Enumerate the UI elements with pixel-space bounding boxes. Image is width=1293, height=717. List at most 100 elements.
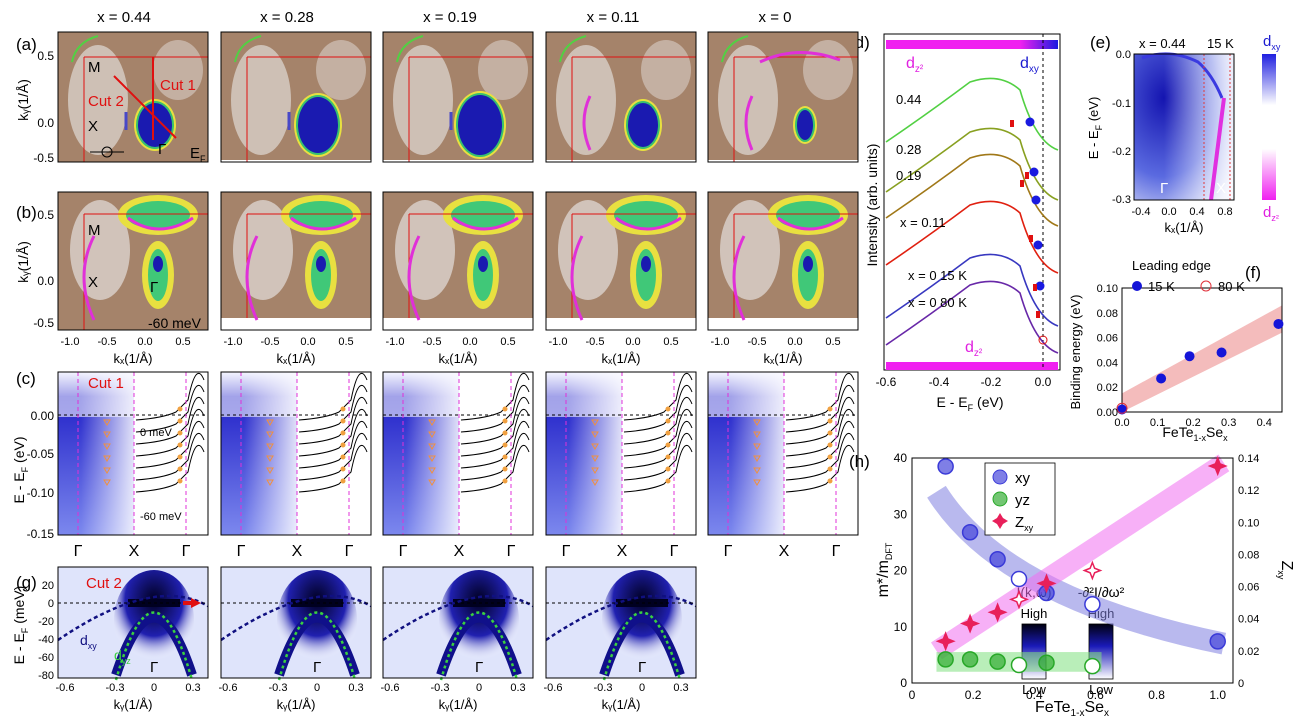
fs-map-frame [707,31,859,163]
edc-peak-marker [177,466,183,472]
cut2-ylabel: E - EF (meV) [11,586,30,665]
kx-tick: 0.0 [625,336,640,348]
edc-curve [298,384,368,433]
edc-peak-marker [340,430,346,436]
edc-bottom-label: -60 meV [140,511,182,523]
h-legend-xy: xy [1015,470,1031,487]
f-point-15K [1216,347,1227,358]
ce-green-mid [636,249,656,301]
h-yz-point [937,651,954,668]
cut1-xtick: Γ [237,543,246,560]
f-ytick: 0.08 [1097,308,1118,320]
M-label-b: M [88,222,101,239]
dispersion-marker [266,431,274,438]
h-xy-point [1209,633,1226,650]
f-xtick: 0.4 [1257,417,1272,429]
edc-peak-marker [340,418,346,424]
kx-label: kₓ(1/Å) [602,351,641,366]
kx-tick: 0.0 [462,336,477,348]
edc-peak-marker [502,406,508,412]
dispersion-marker [266,419,274,426]
h-xy-point [1010,570,1028,588]
fs-map-frame [382,31,534,163]
edc-curve [785,408,855,457]
d-bottom-bar [886,362,1058,370]
ky-tick: 0.5 [37,49,54,63]
panel-label-h: (h) [849,452,870,471]
f-ytick: 0.00 [1097,407,1118,419]
cut1-frame [545,371,697,536]
ce-magenta-arc-top [127,216,194,231]
cut2-xlabel: kᵧ(1/Å) [439,697,478,712]
d-xlabel: E - EF (eV) [937,394,1004,413]
edc-curve [785,444,855,493]
h-xtick: 0.8 [1148,688,1165,702]
edc-curve [460,408,530,457]
e-ylabel: E - EF (eV) [1086,97,1104,160]
edc-curve [298,444,368,493]
edc-label: x = 0 80 K [908,295,967,310]
e-ytick-4: -0.3 [1112,194,1131,206]
panel-f: Leading edge 15 K 80 K 0.00 0.02 0.04 0.06 0.08… [1068,258,1284,443]
kx-tick: -1.0 [711,336,730,348]
cut1-frame [57,371,209,536]
cut2-gamma: Γ [150,659,158,676]
fs-map-light-region [641,40,691,100]
h-legend-yz: yz [1015,492,1030,509]
cut2-ytick: -20 [38,616,54,628]
cut2-gamma: Γ [313,659,321,676]
edc-peak-marker [665,466,671,472]
fs-green-arc [234,35,262,63]
f-legend-15K: 15 K [1148,279,1175,294]
h-y2tick: 0.02 [1238,646,1259,658]
h-ytick: 30 [894,507,908,521]
fs-map-light-region [153,40,203,100]
h-xtick: 1.0 [1209,688,1226,702]
dispersion-marker [428,479,436,486]
edc-marker [1036,311,1040,318]
fs-magenta-arc [744,95,754,151]
cut2-xtick: 0.3 [185,682,200,694]
cut2-dxy-label: dxy [80,632,97,651]
cut2-xtick: 0 [476,682,482,694]
h-Z-point [960,613,981,634]
dispersion-marker [266,443,274,450]
ce-map-3: -1.0 -0.5 0.0 0.5 kₓ(1/Å) [382,191,534,366]
ky-tick: -0.5 [33,151,54,165]
edc-peak-marker [177,406,183,412]
kx-tick: -0.5 [586,336,605,348]
h-Z-point [1008,589,1030,610]
cut2-arrow [183,598,201,608]
fs-pocket-core [138,103,172,147]
h-yz-point [1084,657,1101,675]
f-band [1122,305,1282,412]
h-Z-point [1082,560,1103,581]
cut1-frame [382,371,534,536]
cut1-xtick: X [454,543,465,560]
cut1-xtick: X [292,543,303,560]
cut2-xtick: -0.3 [431,682,450,694]
edc-peak-marker [502,478,508,484]
cut2-panel-3: Γ -0.6 -0.3 0 0.3 kᵧ(1/Å) [381,566,534,712]
dispersion-marker [103,431,111,438]
kx-tick: 0.5 [338,336,353,348]
f-ylabel: Binding energy (eV) [1068,295,1083,410]
cut2-xtick: 0 [151,682,157,694]
cut2-gamma: Γ [638,659,646,676]
cut2-panel-4: Γ -0.6 -0.3 0 0.3 kᵧ(1/Å) [544,566,697,712]
kx-tick: 0.0 [300,336,315,348]
kx-tick: -1.0 [386,336,405,348]
cut2-ytick: -60 [38,652,54,664]
X-label-b: X [88,274,98,291]
edc-peak-marker [665,418,671,424]
e-cbar-bottom: dz² [1263,204,1279,223]
fs-pocket-core [298,97,338,153]
edc-peak-marker [827,478,833,484]
kx-tick: -1.0 [61,336,80,348]
column-header-3: x = 0.19 [423,9,477,26]
dispersion-marker [591,479,599,486]
cut2-dyz-line [114,611,194,681]
e-colorbar [1262,54,1276,200]
